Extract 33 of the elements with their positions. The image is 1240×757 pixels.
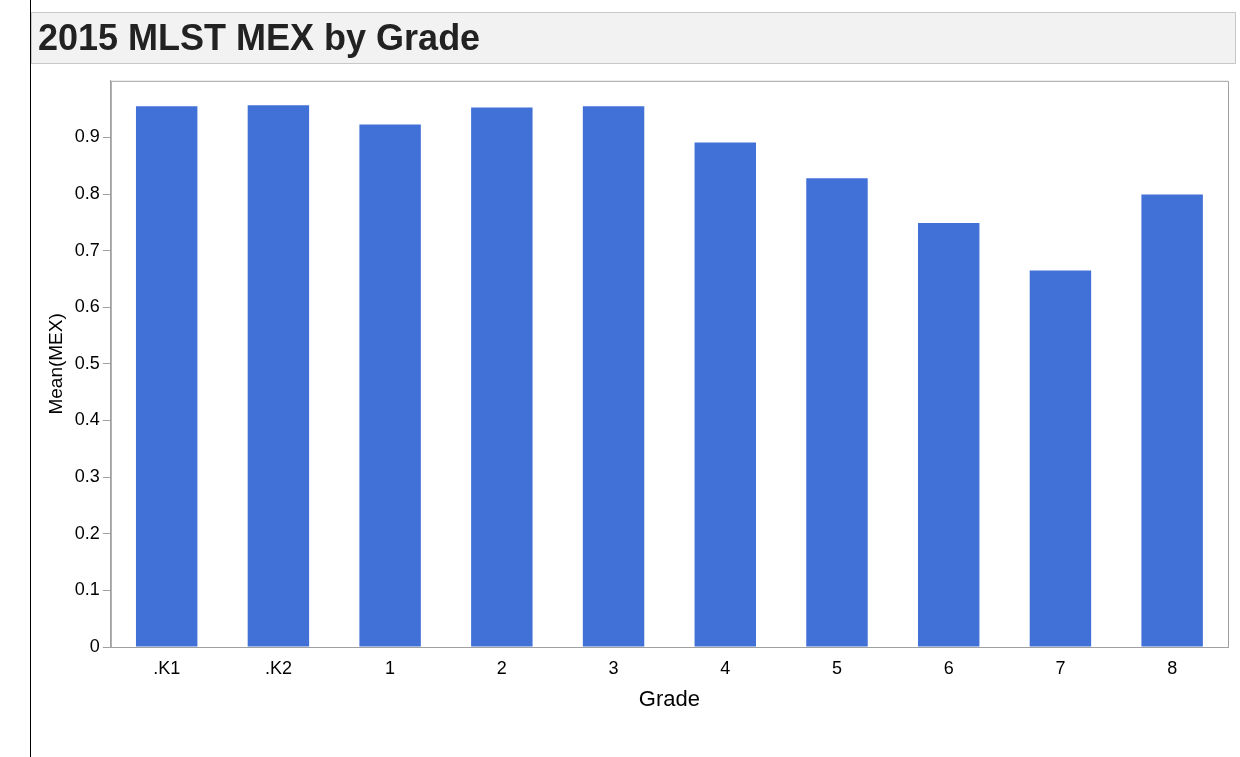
x-tick-label: 3 (608, 657, 619, 678)
x-tick-label: 6 (943, 657, 954, 678)
y-tick-label: 0.8 (74, 183, 100, 204)
y-axis-title: Mean(MEX) (44, 313, 66, 415)
y-tick-label: 0.7 (74, 239, 100, 260)
x-tick-label: 4 (720, 657, 731, 678)
y-tick-label: 0.9 (74, 126, 100, 147)
x-axis-title: Grade (638, 685, 700, 711)
y-tick-label: 0.2 (74, 522, 100, 543)
bar (247, 105, 310, 647)
x-tick-label: 5 (831, 657, 842, 678)
bar (471, 107, 533, 647)
bar (806, 178, 868, 647)
chart-title: 2015 MLST MEX by Grade (38, 17, 481, 59)
bar (582, 106, 645, 647)
bar (917, 222, 980, 647)
x-tick-label: 2 (496, 657, 507, 678)
y-tick-label: 0.3 (74, 466, 100, 487)
y-tick-label: 0 (89, 635, 100, 656)
bar (1029, 270, 1092, 647)
x-tick-label: 1 (385, 657, 396, 678)
y-tick-label: 0.6 (74, 296, 100, 317)
x-tick-label: .K2 (264, 657, 292, 678)
bar (694, 142, 756, 647)
bar (135, 106, 198, 647)
bar (359, 124, 421, 647)
y-tick-label: 0.1 (74, 579, 100, 600)
y-tick-label: 0.5 (74, 352, 100, 373)
x-tick-label: 7 (1055, 657, 1066, 678)
x-tick-label: 8 (1167, 657, 1178, 678)
y-tick-label: 0.4 (74, 409, 100, 430)
x-tick-label: .K1 (153, 657, 181, 678)
bar (1141, 194, 1203, 647)
